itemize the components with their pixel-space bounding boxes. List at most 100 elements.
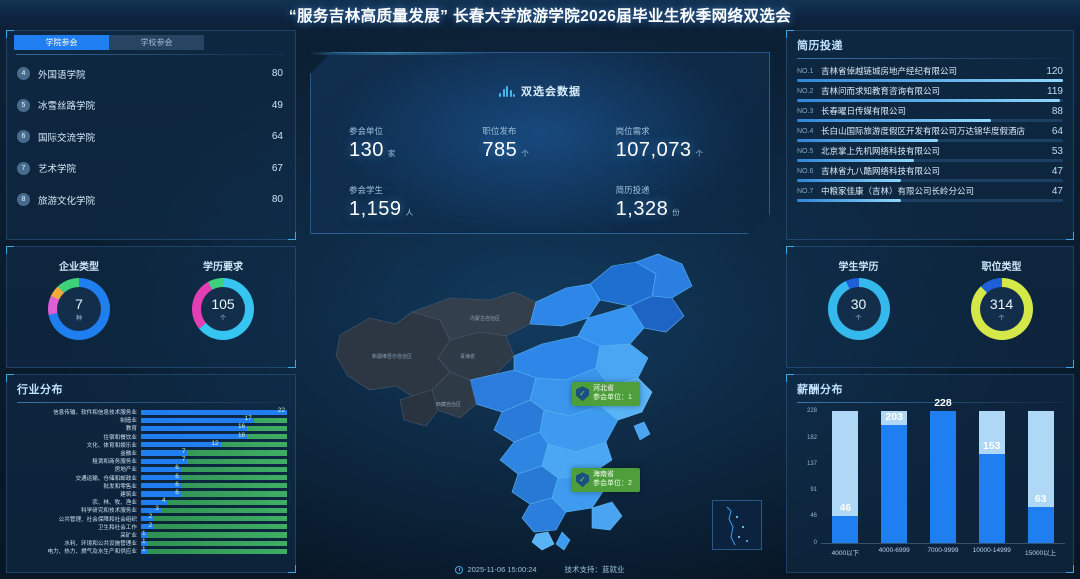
industry-bar-fill [141,524,155,530]
industry-label: 采矿业 [120,532,137,539]
stat-label: 职位发布 [482,126,517,136]
panel-divider [17,402,285,403]
tab-college-participation[interactable]: 学院参会 [14,35,109,50]
rank-badge: 4 [17,67,30,81]
industry-value: 6 [175,488,179,496]
waveform-icon [499,86,515,97]
tab-school-participation[interactable]: 学校参会 [109,35,204,50]
stat-unit: 个 [695,149,703,158]
resume-rank: NO.1 [797,67,814,75]
industry-label: 公共管理、社会保障和社会组织 [58,516,137,523]
industry-label: 建筑业 [120,491,137,498]
salary-baseline [821,543,1065,544]
footer-timestamp-group: 2025-11-06 15:00:24 [455,565,537,574]
panel-divider [797,58,1063,59]
salary-distribution-panel: 薪酬分布 0 46 91 137 182 228 46 203 228 153 63 4000以下… [786,374,1074,573]
college-row[interactable]: 5 冰雪丝路学院 49 [17,90,283,122]
industry-bar-track: 6 [141,473,287,481]
page-title: “服务吉林高质量发展” 长春大学旅游学院2026届毕业生秋季网络双选会 [288,8,792,25]
college-row[interactable]: 8 旅游文化学院 80 [17,184,283,216]
salary-bar-fill [832,516,859,543]
industry-bar-fill [141,483,181,489]
industry-value: 1 [142,529,146,537]
footer-credit: 技术支持：蓝就业 [564,565,625,574]
college-participation-panel: 学院参会 学校参会 4 外国语学院 80 5 冰雪丝路学院 49 6 国际交流学院 64 7 艺术学… [6,30,296,240]
resume-bar-track [797,159,1063,162]
industry-value: 22 [277,407,285,414]
resume-row[interactable]: NO.7 中粮家佳康（吉林）有限公司长岭分公司 47 [797,185,1063,202]
donut-center-unit: 个 [998,315,1005,322]
industry-value: 17 [244,415,252,423]
salary-x-label: 15000以上 [1025,550,1057,557]
china-map-svg[interactable]: 新疆维吾尔自治区 内蒙古自治区 青海省 西藏自治区 [300,240,780,560]
resume-row[interactable]: NO.1 吉林省倬越链城房地产经纪有限公司 120 [797,65,1063,82]
map-label-xizang: 西藏自治区 [436,401,461,408]
salary-bar: 203 [881,411,908,543]
industry-bar-row: 卫生和社会工作 2 [13,522,287,531]
donut-chart: 职位类型 314 个 [930,247,1073,367]
resume-row[interactable]: NO.2 吉林问而求知教育咨询有限公司 119 [797,85,1063,102]
salary-plot-area: 46 203 228 153 63 [821,397,1065,543]
industry-panel-title: 行业分布 [17,384,63,396]
industry-bar-row: 制造业 17 [13,415,287,424]
industry-label: 水利、环境和公共设施管理业 [64,541,137,548]
hero-heading-label: 双选会数据 [521,86,581,98]
donut-title: 学历要求 [203,262,243,273]
donut-ring: 314 个 [970,278,1033,340]
industry-label: 科学研究和技术服务业 [81,508,137,515]
salary-y-axis: 0 46 91 137 182 228 [795,408,819,546]
tooltip-region-name: 海南省 [593,471,614,478]
industry-value: 16 [237,431,246,439]
donut-chart: 企业类型 7 种 [7,247,151,367]
college-row[interactable]: 4 外国语学院 80 [17,58,283,90]
industry-value: 1 [142,546,146,554]
resume-row[interactable]: NO.3 长春曜日传媒有限公司 88 [797,105,1063,122]
resume-count: 53 [1051,145,1063,157]
donut-center-unit: 个 [219,315,226,322]
china-map[interactable]: 新疆维吾尔自治区 内蒙古自治区 青海省 西藏自治区 ✓ 河北省 参会单位：1 ✓… [300,240,780,560]
stat-label: 简历投递 [615,185,650,195]
enterprise-education-donuts-panel: 企业类型 7 种 学历要求 105 个 [6,246,296,368]
hero-stats-panel: 双选会数据 参会单位 130 家职位发布 785 个岗位需求 107,073 个参会学生 1,… [310,52,770,234]
college-row[interactable]: 7 艺术学院 67 [17,153,283,185]
college-count: 67 [271,162,283,174]
south-china-sea-minimap [712,500,762,550]
industry-bar-track: 3 [141,505,287,513]
resume-row[interactable]: NO.6 吉林省九八酷网络科技有限公司 47 [797,165,1063,182]
donut-ring: 105 个 [192,278,254,340]
industry-bar-row: 电力、热力、燃气及水生产和供应业 1 [13,546,287,555]
industry-bar-fill [141,515,155,522]
industry-label: 农、林、牧、渔业 [92,500,137,507]
minimap-svg [726,506,748,546]
industry-bar-row: 租赁和商务服务业 7 [13,456,287,465]
shield-check-icon: ✓ [576,386,589,402]
salary-y-tick: 182 [806,434,817,441]
industry-bar-row: 文化、体育和娱乐业 12 [13,440,287,449]
industry-label: 金融业 [120,451,137,458]
tooltip-metric: 参会单位：2 [593,479,632,487]
donut-chart: 学历要求 105 个 [151,247,295,367]
industry-value: 1 [142,538,146,545]
resume-company-name: 长白山国际旅游度假区开发有限公司万达锦华度假酒店 [821,126,1026,136]
salary-x-axis: 4000以下 4000-6999 7000-9999 10000-14999 15000… [821,547,1065,557]
dashboard-footer: 2025-11-06 15:00:24 技术支持：蓝就业 [0,564,1080,575]
industry-value: 3 [155,505,159,513]
stat-value: 130 [349,139,384,161]
industry-label: 交通运输、仓储和邮政业 [75,475,137,482]
stat-label: 参会单位 [349,126,384,136]
college-row[interactable]: 6 国际交流学院 64 [17,121,283,153]
industry-value: 16 [237,423,246,431]
stat-unit: 人 [405,208,414,217]
resume-row[interactable]: NO.4 长白山国际旅游度假区开发有限公司万达锦华度假酒店 64 [797,125,1063,142]
industry-bar-row: 公共管理、社会保障和社会组织 2 [13,513,287,523]
rank-badge: 5 [17,98,30,112]
industry-bar-fill [141,434,248,440]
resume-bar-fill [797,179,901,182]
resume-bar-track [797,119,1063,122]
resume-row[interactable]: NO.5 北京掌上先机网络科技有限公司 53 [797,145,1063,162]
resume-bar-track [797,139,1063,142]
resume-bar-fill [797,119,992,122]
resume-company-name: 长春曜日传媒有限公司 [821,106,907,116]
industry-bar-track: 1 [141,538,287,546]
salary-bar: 228 [929,397,956,543]
